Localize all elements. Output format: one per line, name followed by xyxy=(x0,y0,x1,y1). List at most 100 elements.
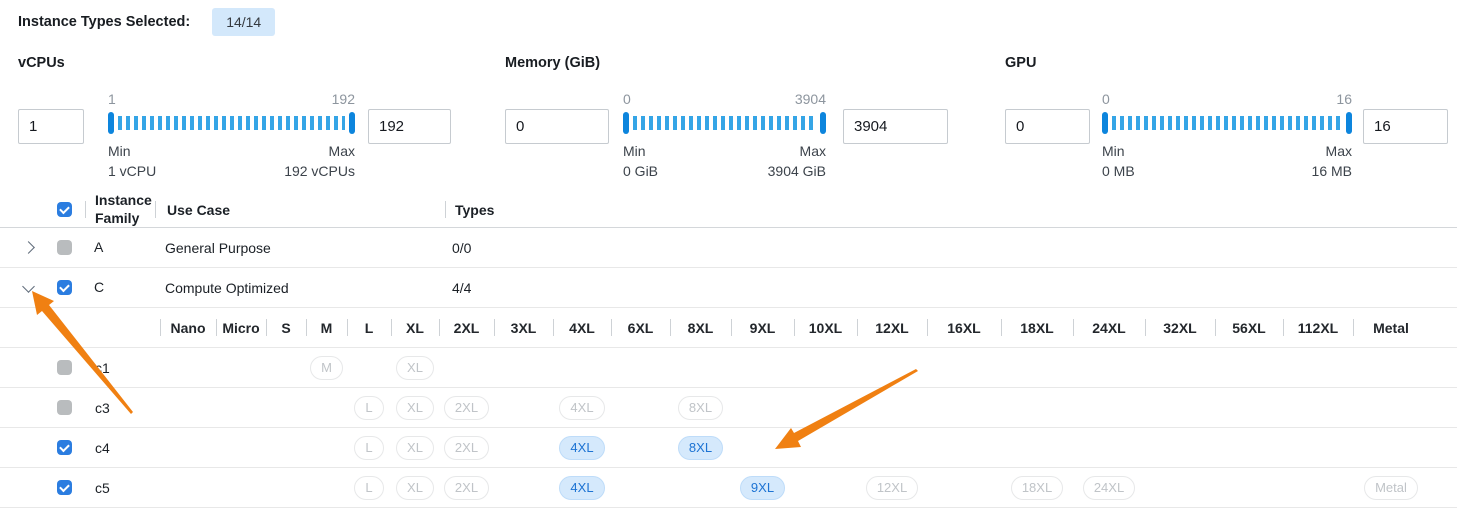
instance-type-pill[interactable]: 12XL xyxy=(865,475,919,500)
slider-scale-min: 0 xyxy=(623,91,631,107)
instance-type-pill[interactable]: 2XL xyxy=(443,395,490,420)
column-separator xyxy=(1283,319,1284,336)
column-separator xyxy=(927,319,928,336)
size-column-header: M xyxy=(306,308,347,347)
column-separator xyxy=(391,319,392,336)
instance-type-pill[interactable]: L xyxy=(354,435,384,460)
column-separator xyxy=(794,319,795,336)
size-column-header: 8XL xyxy=(670,308,731,347)
family-checkbox[interactable] xyxy=(57,240,72,255)
family-name: A xyxy=(94,238,104,255)
size-column-header: 4XL xyxy=(553,308,611,347)
slider-track xyxy=(1102,111,1352,135)
slider-max-caption: Max 16 MB xyxy=(1311,143,1352,179)
instance-type-pill[interactable]: L xyxy=(354,395,384,420)
instance-type-pill[interactable]: L xyxy=(354,475,384,500)
type-row-checkbox[interactable] xyxy=(57,480,72,495)
type-row-c3: c3 L XL 2XL 4XL 8XL xyxy=(0,388,1457,428)
column-separator xyxy=(439,319,440,336)
size-column-header: 9XL xyxy=(731,308,794,347)
instance-type-pill[interactable]: 18XL xyxy=(1010,475,1064,500)
selection-count-badge: 14/14 xyxy=(212,8,276,36)
instance-type-pill[interactable]: XL xyxy=(396,355,434,380)
expand-chevron-icon[interactable] xyxy=(22,241,35,254)
slider-scale-max: 16 xyxy=(1336,91,1352,107)
slider-max-handle[interactable] xyxy=(349,112,355,134)
instance-type-pill[interactable]: 9XL xyxy=(739,475,786,500)
instance-type-pill[interactable]: 4XL xyxy=(559,475,605,500)
select-all-checkbox[interactable] xyxy=(57,202,72,217)
column-separator xyxy=(160,319,161,336)
column-header-family: Instance Family xyxy=(95,192,152,226)
instance-type-pill[interactable]: 4XL xyxy=(559,395,605,420)
family-checkbox[interactable] xyxy=(57,280,72,295)
instance-family-table: Instance Family Use Case Types A General… xyxy=(0,192,1457,508)
size-column-header: 2XL xyxy=(439,308,494,347)
column-separator xyxy=(553,319,554,336)
slider-track xyxy=(623,111,826,135)
column-separator xyxy=(670,319,671,336)
instance-type-pill[interactable]: Metal xyxy=(1364,475,1418,500)
slider-ticks xyxy=(1112,116,1342,130)
memory-max-input[interactable] xyxy=(843,109,948,144)
slider-ticks xyxy=(118,116,345,130)
gpu-min-input[interactable] xyxy=(1005,109,1090,144)
column-separator xyxy=(347,319,348,336)
column-header-use-case: Use Case xyxy=(167,201,231,218)
type-row-checkbox[interactable] xyxy=(57,440,72,455)
slider-min-caption: Min 1 vCPU xyxy=(108,143,157,179)
size-column-header: 18XL xyxy=(1001,308,1073,347)
family-use-case: Compute Optimized xyxy=(165,279,289,296)
instance-type-pill[interactable]: XL xyxy=(396,475,434,500)
instance-type-pill[interactable]: 2XL xyxy=(443,475,490,500)
type-row-c1: c1 M XL xyxy=(0,348,1457,388)
instance-type-pill[interactable]: 4XL xyxy=(559,435,605,460)
size-column-header: L xyxy=(347,308,391,347)
size-column-header: Micro xyxy=(216,308,266,347)
slider-max-caption: Max 3904 GiB xyxy=(767,143,826,179)
slider-max-handle[interactable] xyxy=(820,112,826,134)
instance-type-pill[interactable]: 2XL xyxy=(443,435,490,460)
instance-type-pill[interactable]: M xyxy=(310,355,343,380)
instance-type-pill[interactable]: 24XL xyxy=(1082,475,1136,500)
type-row-checkbox[interactable] xyxy=(57,400,72,415)
type-row-name: c4 xyxy=(95,439,110,456)
selection-summary-label: Instance Types Selected: xyxy=(18,14,191,30)
slider-min-handle[interactable] xyxy=(108,112,114,134)
filter-title: vCPUs xyxy=(18,55,65,71)
type-row-name: c5 xyxy=(95,479,110,496)
instance-type-pill[interactable]: XL xyxy=(396,395,434,420)
column-separator xyxy=(857,319,858,336)
family-row-c: C Compute Optimized 4/4 xyxy=(0,268,1457,308)
family-types-count: 0/0 xyxy=(452,239,472,256)
gpu-max-input[interactable] xyxy=(1363,109,1448,144)
vcpus-range-slider: 1 192 Min 1 vCPU Max 192 vCPUs xyxy=(108,91,355,181)
slider-scale-max: 192 xyxy=(331,91,355,107)
type-row-name: c1 xyxy=(95,359,110,376)
column-separator xyxy=(85,201,86,218)
instance-type-pill[interactable]: 8XL xyxy=(677,395,724,420)
column-separator xyxy=(216,319,217,336)
vcpus-max-input[interactable] xyxy=(368,109,451,144)
collapse-chevron-icon[interactable] xyxy=(22,279,35,293)
slider-max-handle[interactable] xyxy=(1346,112,1352,134)
slider-min-caption: Min 0 MB xyxy=(1102,143,1135,179)
memory-min-input[interactable] xyxy=(505,109,609,144)
instance-type-pill[interactable]: XL xyxy=(396,435,434,460)
type-row-name: c3 xyxy=(95,399,110,416)
slider-min-caption: Min 0 GiB xyxy=(623,143,659,179)
slider-min-handle[interactable] xyxy=(1102,112,1108,134)
instance-type-pill[interactable]: 8XL xyxy=(677,435,724,460)
type-row-c4: c4 L XL 2XL 4XL 8XL xyxy=(0,428,1457,468)
type-row-checkbox[interactable] xyxy=(57,360,72,375)
vcpus-min-input[interactable] xyxy=(18,109,84,144)
column-separator xyxy=(306,319,307,336)
column-separator xyxy=(1001,319,1002,336)
size-column-header: 3XL xyxy=(494,308,553,347)
family-row-a: A General Purpose 0/0 xyxy=(0,228,1457,268)
column-separator xyxy=(1215,319,1216,336)
slider-min-handle[interactable] xyxy=(623,112,629,134)
